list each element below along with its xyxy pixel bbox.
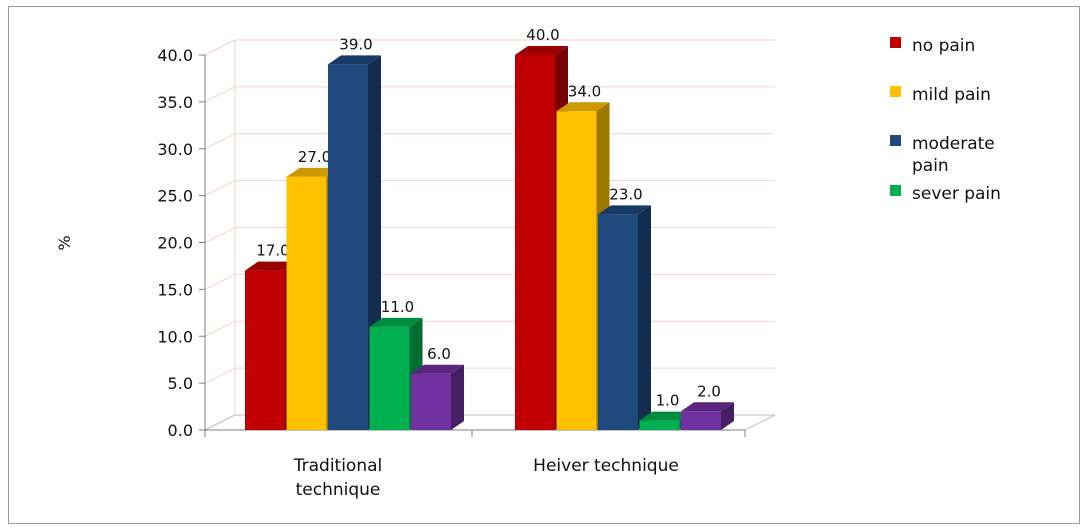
data-label: 39.0 — [339, 35, 372, 53]
data-label: 2.0 — [697, 382, 721, 400]
bar-top — [556, 102, 610, 112]
category-label: Traditional — [293, 456, 383, 476]
gridline — [204, 133, 775, 150]
bar-sever-pain — [369, 326, 410, 430]
bar-series-4 — [411, 373, 451, 430]
bar-mild-pain — [556, 111, 597, 430]
legend-swatch — [890, 37, 901, 48]
bar-top — [639, 411, 693, 421]
y-tick-label: 30.0 — [157, 140, 193, 159]
legend-swatch — [890, 185, 901, 196]
bar-no-pain — [515, 55, 555, 430]
bar-top — [245, 261, 298, 271]
bar-side — [451, 364, 464, 430]
bar-side — [721, 402, 734, 430]
gridline — [204, 86, 775, 103]
data-label: 23.0 — [609, 185, 642, 203]
bar-top — [369, 317, 423, 327]
bar-top — [681, 402, 734, 412]
data-label: 11.0 — [381, 298, 414, 316]
bar-no-pain — [245, 270, 285, 430]
bar-top — [411, 364, 464, 374]
data-label: 6.0 — [427, 345, 451, 363]
data-label: 1.0 — [656, 392, 680, 410]
legend-label: mild pain — [912, 85, 991, 105]
data-label: 34.0 — [568, 82, 601, 100]
y-tick-label: 35.0 — [157, 93, 193, 112]
bar-series-4 — [681, 411, 721, 430]
legend-label: sever pain — [912, 184, 1001, 204]
bar-mild-pain — [286, 176, 327, 430]
legend-swatch — [890, 135, 901, 146]
bar-top — [286, 167, 340, 177]
y-tick-label: 20.0 — [157, 234, 193, 253]
bar-sever-pain — [639, 420, 680, 430]
bar-top — [515, 46, 568, 55]
legend-swatch — [890, 86, 901, 97]
y-tick-label: 0.0 — [168, 421, 193, 440]
y-tick-label: 25.0 — [157, 187, 193, 206]
gridline — [204, 39, 775, 56]
y-tick-label: 10.0 — [157, 327, 193, 346]
category-label: technique — [296, 480, 381, 500]
data-label: 27.0 — [298, 148, 331, 166]
data-label: 17.0 — [256, 242, 289, 260]
data-label: 40.0 — [526, 26, 559, 44]
bar-side — [638, 205, 651, 430]
bar-top — [598, 205, 651, 215]
legend-label: no pain — [912, 36, 975, 56]
y-axis-label: % — [55, 235, 74, 250]
legend-label: moderate — [912, 134, 995, 154]
bar-moderate-pain — [598, 214, 638, 430]
y-tick-label: 5.0 — [168, 374, 193, 393]
bar-moderate-pain — [328, 64, 368, 430]
y-tick-label: 15.0 — [157, 280, 193, 299]
y-tick-label: 40.0 — [157, 46, 193, 65]
legend-label: pain — [912, 156, 949, 176]
bar-top — [328, 55, 381, 65]
category-label: Heiver technique — [533, 456, 679, 476]
